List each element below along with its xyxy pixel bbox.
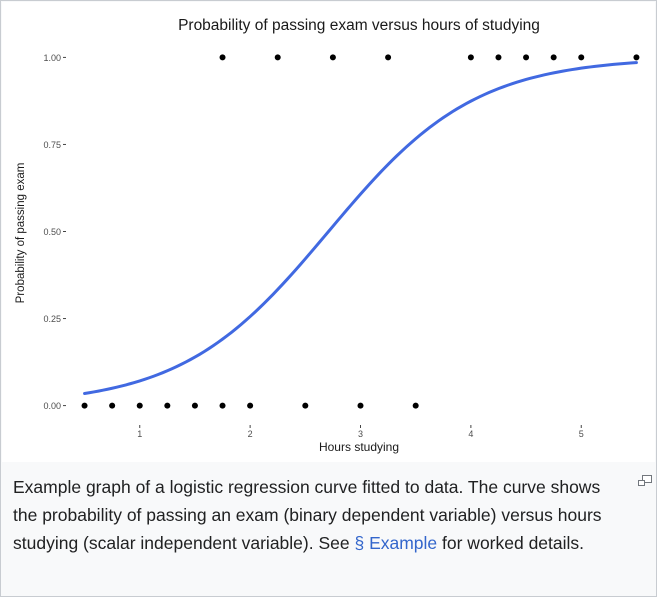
data-point (219, 54, 226, 61)
x-tick-label: 5 (579, 429, 584, 439)
caption-text-end: for worked details. (437, 533, 585, 553)
data-point (329, 54, 336, 61)
figure-caption: Example graph of a logistic regression c… (13, 473, 623, 557)
example-section-link[interactable]: § Example (354, 533, 438, 553)
data-point (412, 402, 419, 409)
data-point (191, 402, 198, 409)
data-point (578, 54, 585, 61)
data-point (495, 54, 502, 61)
y-axis-label: Probability of passing exam (15, 163, 27, 304)
data-points (81, 54, 640, 409)
x-tick-label: 2 (248, 429, 253, 439)
data-point (550, 54, 557, 61)
x-tick-label: 4 (468, 429, 473, 439)
magnify-clip-icon[interactable] (638, 475, 652, 487)
data-point (109, 402, 116, 409)
y-tick-label: 0.00 (43, 401, 61, 411)
y-axis-ticks: 0.00 0.25 0.50 0.75 1.00 (43, 53, 66, 411)
logistic-curve (83, 61, 638, 396)
x-tick-label: 3 (358, 429, 363, 439)
data-point (523, 54, 530, 61)
data-point (274, 54, 281, 61)
x-axis-label: Hours studying (319, 440, 399, 454)
data-point (385, 54, 392, 61)
y-tick-label: 0.75 (43, 140, 61, 150)
data-point (633, 54, 640, 61)
y-tick-label: 1.00 (43, 53, 61, 63)
data-point (302, 402, 309, 409)
data-point (136, 402, 143, 409)
data-point (164, 402, 171, 409)
caption-text-start: Example graph of a logistic regression c… (13, 477, 602, 553)
chart-area: Probability of passing exam versus hours… (2, 2, 655, 462)
y-tick-label: 0.50 (43, 227, 61, 237)
x-tick-label: 1 (137, 429, 142, 439)
data-point (467, 54, 474, 61)
data-point (81, 402, 88, 409)
data-point (247, 402, 254, 409)
chart-title: Probability of passing exam versus hours… (178, 17, 540, 34)
data-point (357, 402, 364, 409)
data-point (219, 402, 226, 409)
logistic-regression-chart: Probability of passing exam versus hours… (15, 17, 640, 454)
x-axis-ticks: 1 2 3 4 5 (137, 425, 584, 439)
y-tick-label: 0.25 (43, 314, 61, 324)
